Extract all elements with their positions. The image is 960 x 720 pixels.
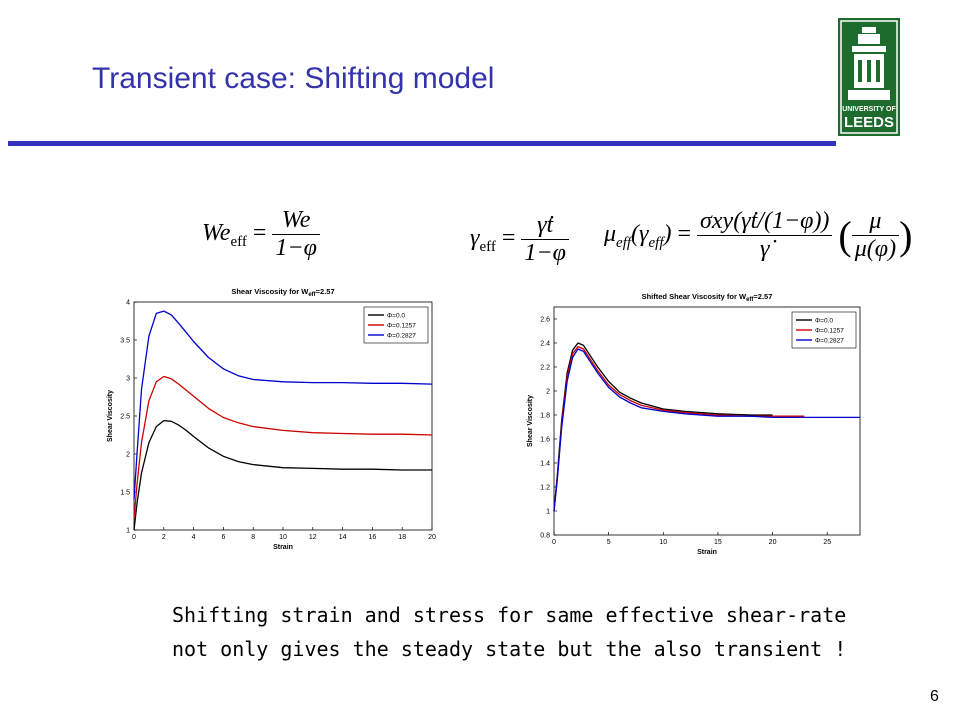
- chart-title-main: Shifted Shear Viscosity for W: [642, 292, 747, 301]
- x-tick-label: 10: [659, 539, 667, 546]
- y-tick-label: 0.8: [540, 533, 550, 540]
- y-tick-label: 1: [126, 528, 130, 535]
- chart-title-sub: eff: [308, 292, 316, 298]
- y-tick-label: 2: [546, 389, 550, 396]
- shifted-shear-viscosity-chart: Shifted Shear Viscosity for Weff=2.57 0 5 1…: [527, 292, 861, 556]
- series-line-2: [133, 310, 433, 500]
- x-axis-label: Strain: [273, 544, 293, 551]
- legend-label-1: Φ=0.1257: [815, 328, 844, 335]
- caption-line-2: not only gives the steady state but the …: [172, 637, 847, 661]
- eq1-lhs: We: [202, 220, 231, 247]
- eq2-numerator: γ̇t: [521, 212, 569, 240]
- slide-title: Transient case: Shifting model: [92, 62, 495, 95]
- series-line-1: [553, 345, 805, 512]
- series-line-0: [553, 342, 773, 512]
- eq2-lhs: γ: [470, 225, 480, 252]
- logo-line1: UNIVERSITY OF: [842, 106, 896, 113]
- plot-area: [553, 306, 861, 536]
- eq1-lhs-sub: eff: [230, 233, 247, 250]
- eq2-lhs-sub: eff: [479, 238, 496, 255]
- y-tick-label: 1.8: [540, 413, 550, 420]
- y-axis-label: Shear Viscosity: [107, 390, 114, 442]
- eq3-ratio-numerator: μ: [851, 208, 900, 236]
- y-tick-label: 4: [126, 300, 130, 307]
- y-tick-label: 2.2: [540, 365, 550, 372]
- y-tick-label: 1.2: [540, 485, 550, 492]
- x-tick-label: 10: [279, 534, 287, 541]
- x-tick-label: 4: [192, 534, 196, 541]
- x-tick-label: 18: [398, 534, 406, 541]
- y-tick-label: 2.4: [540, 341, 550, 348]
- eq3-lhs: μ: [604, 221, 617, 248]
- legend-label-2: Φ=0.2827: [815, 338, 844, 345]
- eq3-numerator: σxy(γ̇t/(1−φ)): [697, 208, 833, 236]
- series-line-2: [553, 348, 860, 512]
- y-tick-label: 2.6: [540, 317, 550, 324]
- x-tick-label: 8: [251, 534, 255, 541]
- eq3-arg-close: ): [663, 221, 672, 248]
- y-tick-label: 1.5: [120, 490, 130, 497]
- x-tick-label: 20: [428, 534, 436, 541]
- eq2-denominator: 1−φ: [524, 240, 566, 266]
- equation-gamma-eff: γeff = γ̇t 1−φ: [470, 212, 569, 267]
- chart-title-tail: =2.57: [316, 287, 335, 296]
- eq3-ratio-denominator: μ(φ): [854, 236, 897, 262]
- eq3-arg-sub: eff: [648, 234, 664, 251]
- legend-label-0: Φ=0.0: [815, 318, 833, 325]
- shear-viscosity-chart: Shear Viscosity for Weff=2.570 2 4 6 8 10 12 14…: [107, 287, 436, 551]
- logo-line2: LEEDS: [844, 114, 894, 131]
- y-tick-label: 1.6: [540, 437, 550, 444]
- eq3-arg: (γ: [631, 221, 649, 248]
- x-tick-label: 16: [369, 534, 377, 541]
- x-tick-label: 15: [714, 539, 722, 546]
- x-tick-label: 12: [309, 534, 317, 541]
- y-tick-label: 3: [126, 376, 130, 383]
- equation-we-eff: Weeff = We 1−φ: [202, 207, 320, 262]
- eq1-numerator: We: [272, 207, 320, 235]
- chart-title: Shifted Shear Viscosity for Weff=2.57: [642, 292, 773, 303]
- title-divider: [8, 141, 836, 146]
- x-axis-label: Strain: [697, 549, 717, 556]
- x-tick-label: 25: [823, 539, 831, 546]
- legend-label-1: Φ=0.1257: [387, 323, 416, 330]
- series-line-0: [133, 419, 432, 531]
- chart-title-main: Shear Viscosity for W: [231, 287, 309, 296]
- caption: Shifting strain and stress for same effe…: [172, 598, 846, 666]
- series-line-1: [133, 375, 433, 519]
- y-tick-label: 2.5: [120, 414, 130, 421]
- caption-line-1: Shifting strain and stress for same effe…: [172, 603, 847, 627]
- y-axis-label: Shear Viscosity: [527, 395, 534, 447]
- legend-label-2: Φ=0.2827: [387, 333, 416, 340]
- chart-title-sub: eff: [746, 297, 754, 303]
- x-tick-label: 6: [221, 534, 225, 541]
- y-tick-label: 2: [126, 452, 130, 459]
- chart-title-tail: =2.57: [753, 292, 772, 301]
- x-tick-label: 20: [769, 539, 777, 546]
- x-tick-label: 0: [132, 534, 136, 541]
- x-tick-label: 14: [339, 534, 347, 541]
- eq3-denominator: γ̇: [760, 236, 770, 262]
- eq1-denominator: 1−φ: [275, 235, 317, 261]
- y-tick-label: 1.4: [540, 461, 550, 468]
- y-tick-label: 3.5: [120, 338, 130, 345]
- equation-mu-eff: μeff(γeff) = σxy(γ̇t/(1−φ)) γ̇ ( μ μ(φ) …: [604, 208, 913, 262]
- x-tick-label: 5: [607, 539, 611, 546]
- legend-label-0: Φ=0.0: [387, 313, 405, 320]
- y-tick-label: 1: [546, 509, 550, 516]
- page-number: 6: [930, 688, 939, 705]
- x-tick-label: 2: [162, 534, 166, 541]
- x-tick-label: 0: [552, 539, 556, 546]
- university-logo: UNIVERSITY OF LEEDS: [838, 18, 900, 136]
- eq3-lhs-sub: eff: [616, 234, 632, 251]
- chart-title: Shear Viscosity for Weff=2.57: [231, 287, 334, 298]
